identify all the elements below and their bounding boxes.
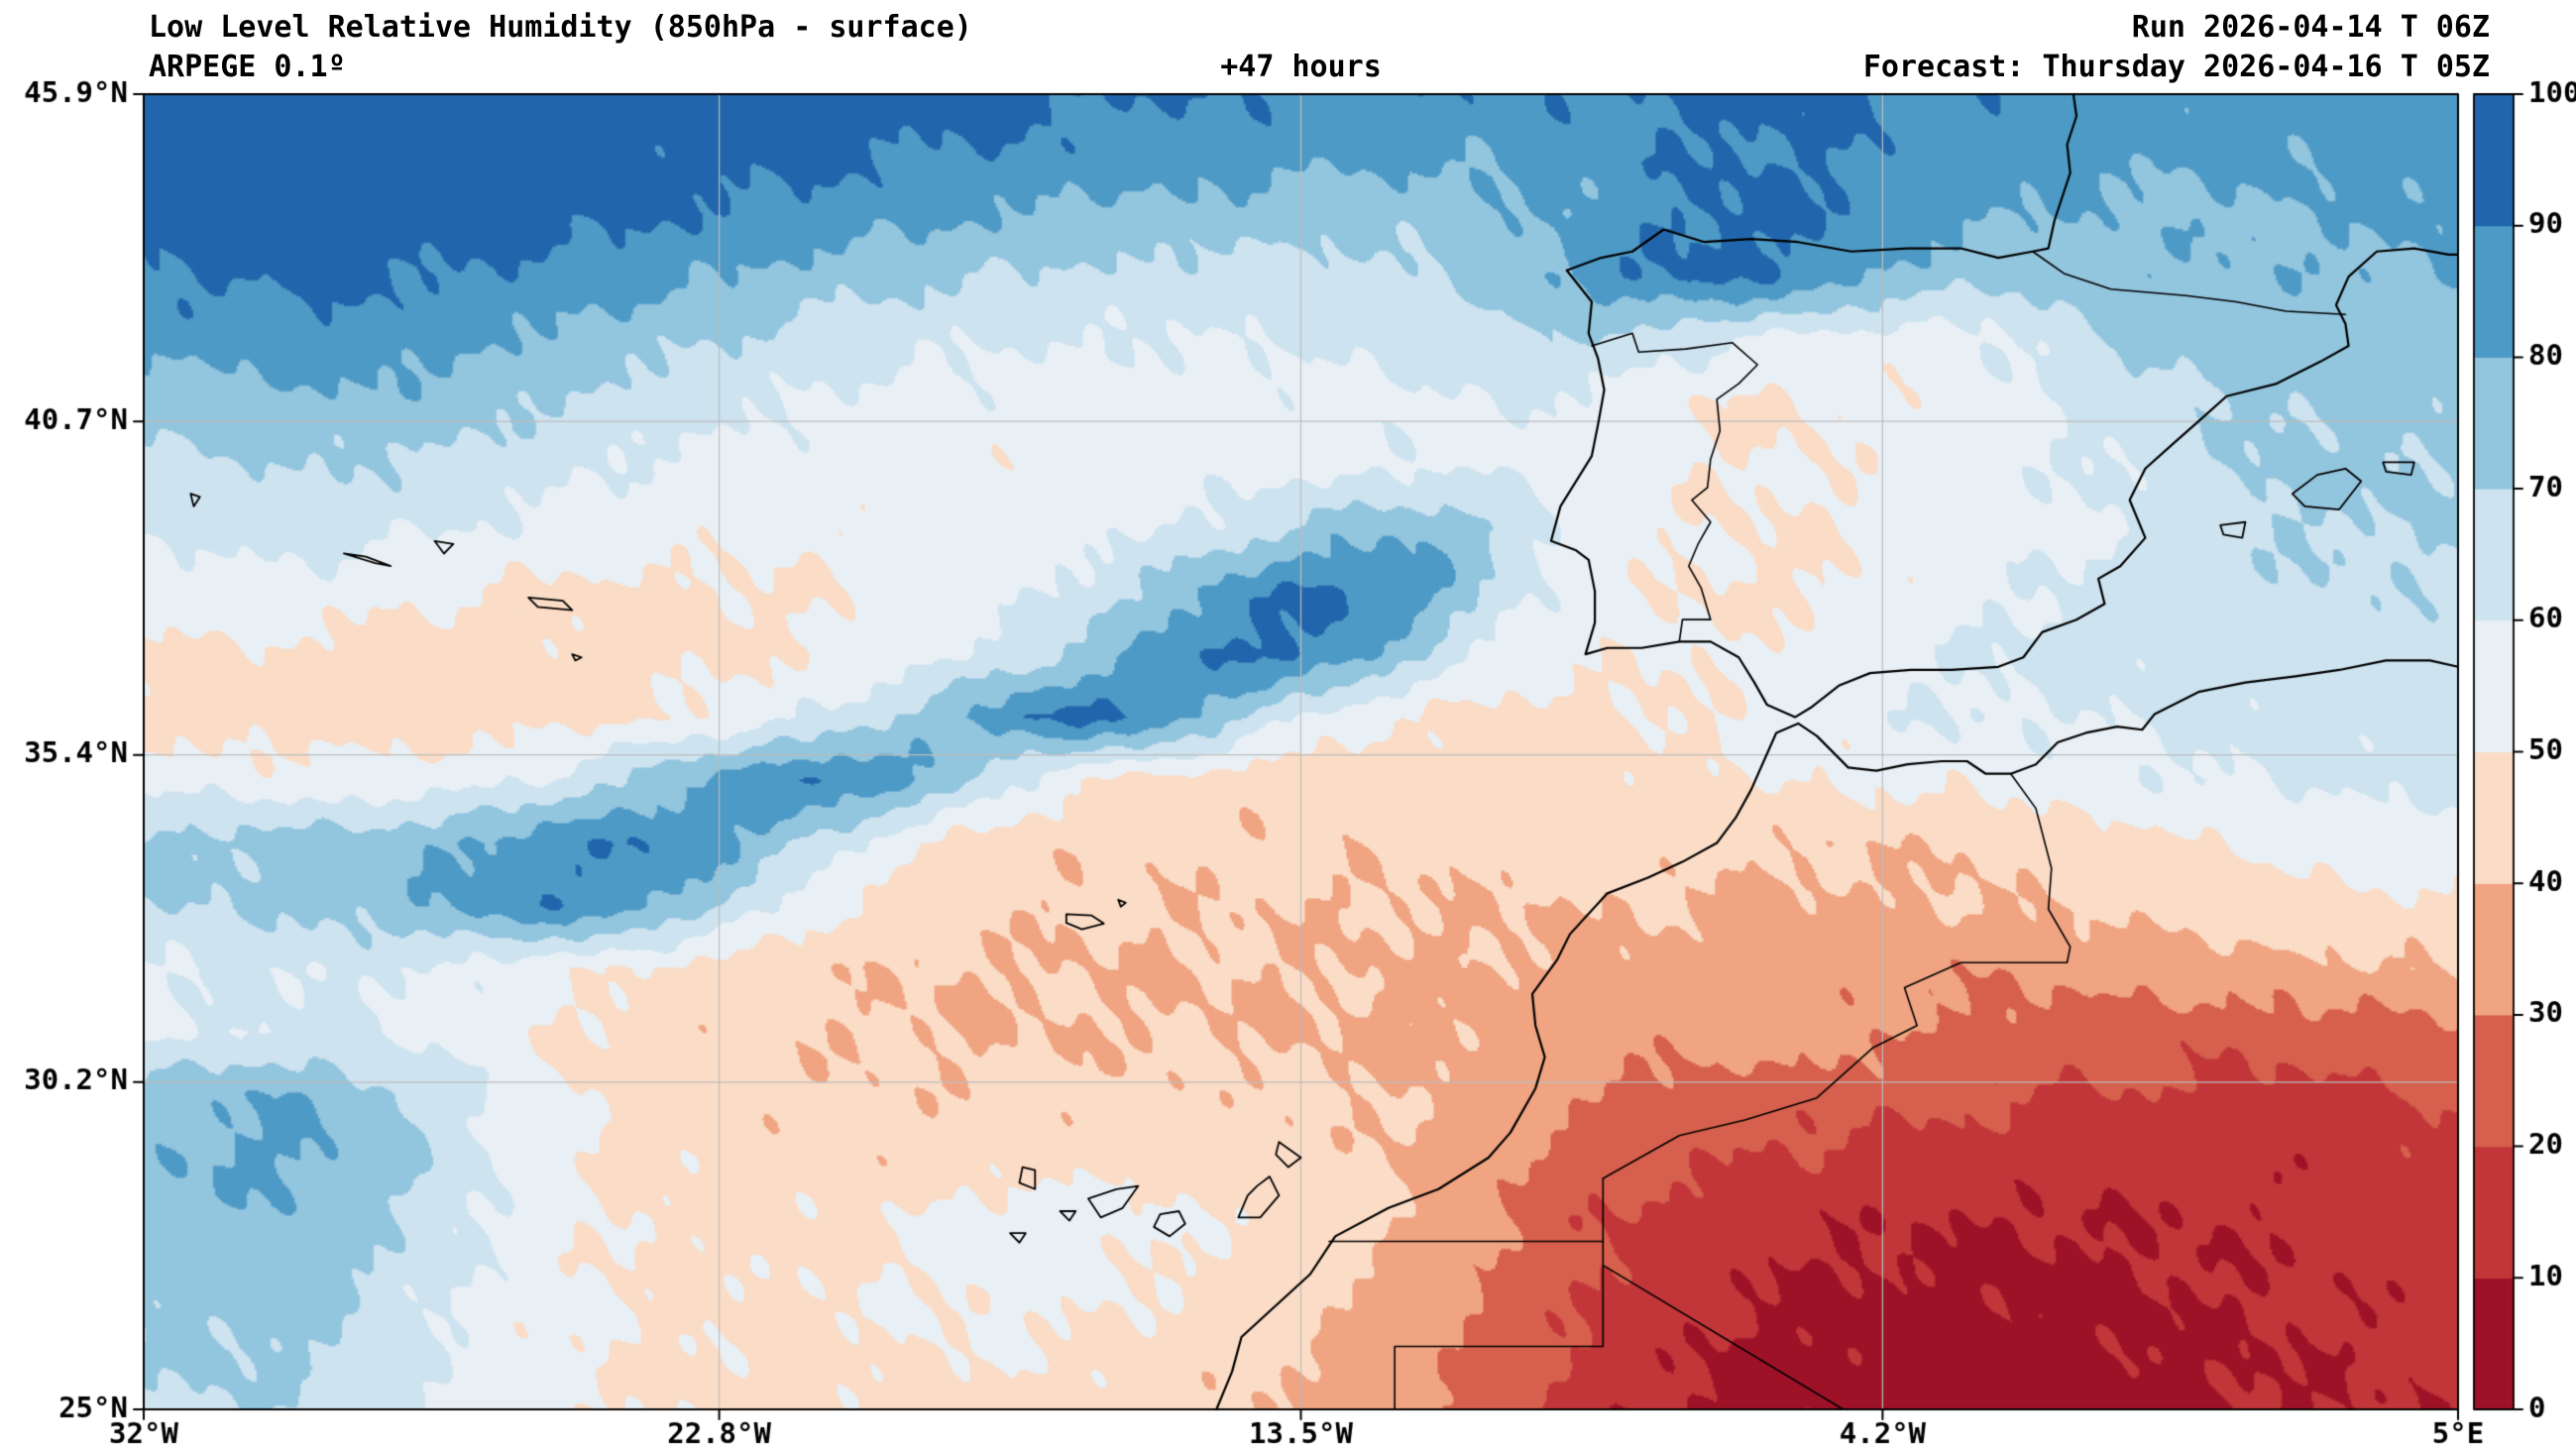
forecast-time-label: Forecast: Thursday 2026-04-16 T 05Z — [1862, 50, 2490, 84]
chart-title: Low Level Relative Humidity (850hPa - su… — [149, 10, 972, 45]
lead-time-label: +47 hours — [1220, 50, 1382, 84]
run-time-label: Run 2026-04-14 T 06Z — [2131, 10, 2490, 45]
model-label: ARPEGE 0.1º — [149, 50, 346, 84]
